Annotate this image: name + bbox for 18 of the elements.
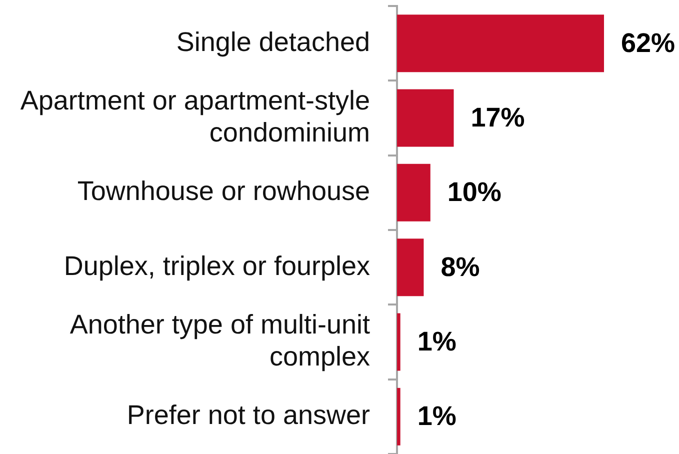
y-tick-label: Single detached [176,26,370,57]
y-tick-label: Prefer not to answer [126,400,370,430]
data-label: 62% [621,28,676,58]
y-tick-label: Apartment or apartment-style condominium [20,85,370,148]
data-label: 1% [417,326,456,356]
data-label: 17% [470,102,525,132]
bar [397,388,400,446]
data-label: 8% [440,252,480,282]
bar [397,164,430,222]
data-label: 1% [417,401,456,432]
y-tick-label: Another type of multi-unit complex [70,309,370,372]
data-label: 10% [447,177,502,208]
y-tick-label: Duplex, triplex or fourplex [64,250,370,281]
y-tick-label: Townhouse or rowhouse [77,176,370,206]
bar [397,14,604,72]
bar [397,313,400,371]
bar [397,89,454,147]
bar [397,238,424,296]
